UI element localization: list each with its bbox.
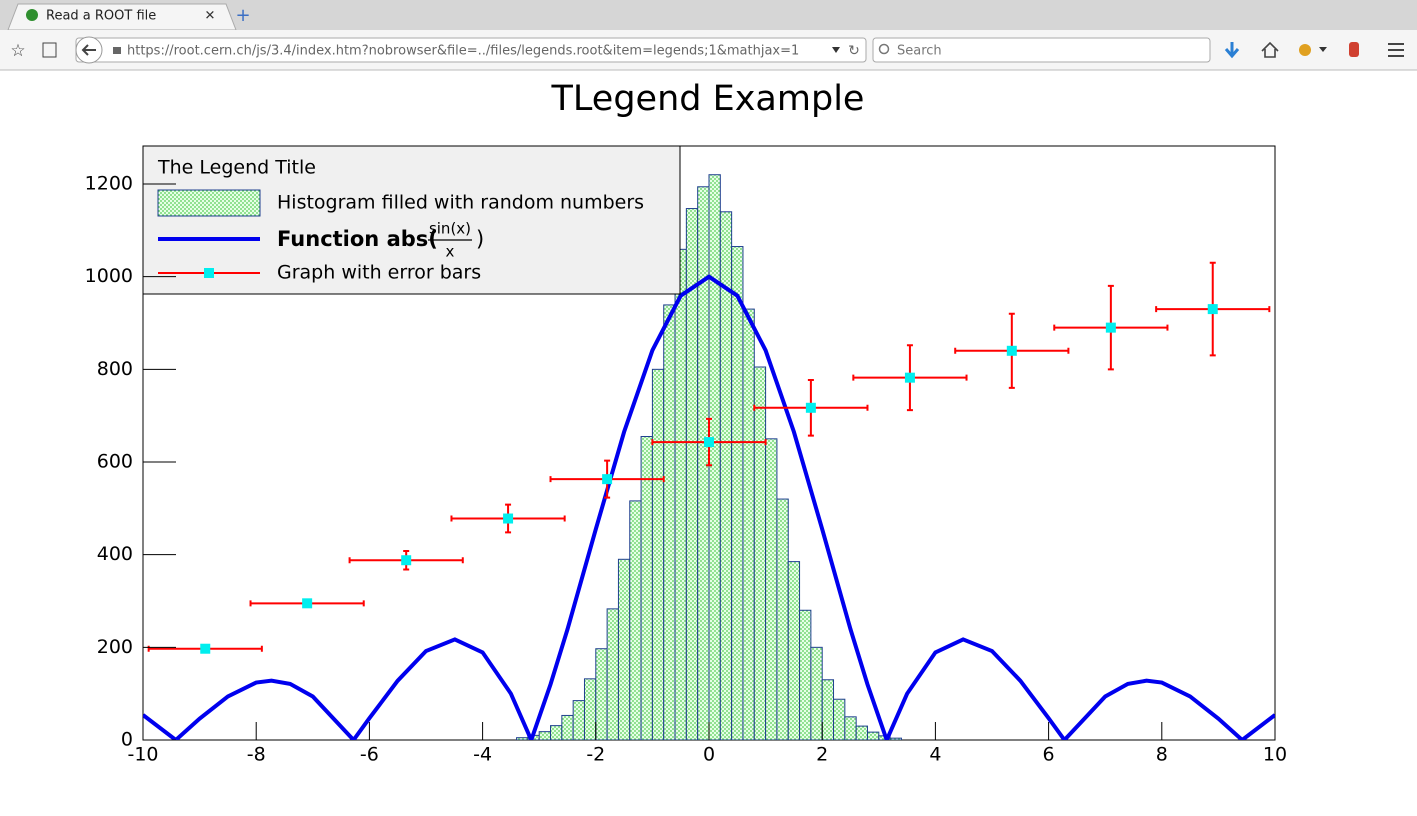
histogram-bar xyxy=(572,700,585,740)
histogram-bar xyxy=(821,679,835,740)
histogram-bar xyxy=(606,608,619,740)
search-placeholder: Search xyxy=(897,44,942,59)
y-tick-label: 200 xyxy=(97,636,133,658)
histogram-bar xyxy=(776,498,789,740)
addon-dropdown[interactable] xyxy=(1319,47,1327,52)
function-line xyxy=(143,274,1275,740)
graph-marker xyxy=(1105,322,1116,333)
histogram-bar xyxy=(731,246,744,740)
graph-marker xyxy=(1207,304,1218,315)
histogram-bar xyxy=(583,678,597,740)
y-tick-label: 1200 xyxy=(85,172,133,194)
histogram-bar xyxy=(742,308,755,740)
tab-icon xyxy=(26,9,38,21)
legend-swatch xyxy=(157,189,261,217)
x-tick-label: 6 xyxy=(1043,744,1055,766)
histogram-bar xyxy=(844,716,857,740)
graph-marker xyxy=(200,643,211,654)
reader-icon[interactable] xyxy=(42,42,57,58)
chart-title: TLegend Example xyxy=(551,79,865,119)
legend-marker xyxy=(204,268,214,278)
graph-marker xyxy=(805,402,816,413)
y-tick-label: 1000 xyxy=(85,265,133,287)
tab-strip xyxy=(0,0,1417,30)
menu[interactable] xyxy=(1388,43,1404,57)
y-tick-label: 600 xyxy=(97,450,133,472)
y-tick-label: 800 xyxy=(97,358,133,380)
x-tick-label: 0 xyxy=(703,744,715,766)
home[interactable] xyxy=(1261,41,1279,58)
downloads[interactable] xyxy=(1224,42,1240,59)
url-dropdown[interactable] xyxy=(832,47,840,53)
histogram-bar xyxy=(833,698,846,740)
histogram-bar xyxy=(855,725,868,740)
histogram-bar xyxy=(595,648,608,740)
histogram-bar xyxy=(651,368,665,740)
search-box[interactable] xyxy=(872,37,1211,63)
legend-label: Graph with error bars xyxy=(277,262,481,284)
x-tick-label: -6 xyxy=(360,744,379,766)
legend-label: ) xyxy=(476,227,484,251)
histogram-bar xyxy=(799,609,812,740)
plot-area xyxy=(143,174,1275,740)
graph-marker xyxy=(1006,345,1017,356)
legend-label-denominator: x xyxy=(446,243,455,261)
histogram-bar xyxy=(697,186,710,740)
search-icon xyxy=(878,43,890,55)
x-tick-label: -10 xyxy=(127,744,158,766)
x-tick-label: 2 xyxy=(816,744,828,766)
legend-label-numerator: sin(x) xyxy=(429,220,471,238)
y-tick-label: 0 xyxy=(121,729,133,751)
x-tick-label: 10 xyxy=(1263,744,1287,766)
legend-box xyxy=(142,145,681,295)
histogram-bar xyxy=(617,558,631,740)
y-tick-label: 400 xyxy=(97,543,133,565)
legend-label: Function abs( xyxy=(277,227,438,251)
histogram-bar xyxy=(787,561,801,740)
histogram-bar xyxy=(561,714,574,740)
graph-marker xyxy=(704,437,714,448)
back-arrow xyxy=(81,44,96,56)
graph-marker xyxy=(401,555,412,566)
legend-label: Histogram filled with random numbers xyxy=(277,192,644,214)
new-tab[interactable]: + xyxy=(235,5,250,26)
histogram-bar xyxy=(550,725,563,740)
reload[interactable]: ↻ xyxy=(848,43,860,59)
histogram-bar xyxy=(810,646,823,740)
graph-marker xyxy=(503,513,514,524)
histogram-bar xyxy=(765,438,778,740)
tab-close[interactable]: ✕ xyxy=(205,9,216,24)
legend: The Legend Title Histogram filled with r… xyxy=(142,145,681,295)
legend-title: The Legend Title xyxy=(157,157,316,179)
x-tick-label: -2 xyxy=(586,744,605,766)
histogram-bar xyxy=(629,500,642,740)
graph-marker xyxy=(904,372,915,383)
x-tick-label: 8 xyxy=(1156,744,1168,766)
graph-marker xyxy=(302,598,313,609)
addon-icon-2[interactable] xyxy=(1349,42,1359,57)
histogram-bar xyxy=(663,304,676,740)
histogram-bar xyxy=(866,731,880,740)
histogram-bar xyxy=(640,436,653,740)
histogram-bar xyxy=(516,737,529,740)
x-tick-label: 4 xyxy=(929,744,941,766)
histogram-bar xyxy=(753,366,767,740)
lock-icon xyxy=(113,47,121,54)
histogram-bar xyxy=(674,248,687,740)
addon-icon[interactable] xyxy=(1299,44,1311,56)
x-tick-label: -8 xyxy=(247,744,266,766)
graph-marker xyxy=(602,474,613,485)
url-text: https://root.cern.ch/js/3.4/index.htm?no… xyxy=(127,44,799,59)
bookmark-star[interactable]: ☆ xyxy=(10,41,25,61)
tab-title: Read a ROOT file xyxy=(46,9,156,24)
histogram-bar xyxy=(889,737,902,740)
histogram-bar xyxy=(538,731,552,740)
x-tick-label: -4 xyxy=(473,744,492,766)
histogram-bar xyxy=(708,174,721,740)
